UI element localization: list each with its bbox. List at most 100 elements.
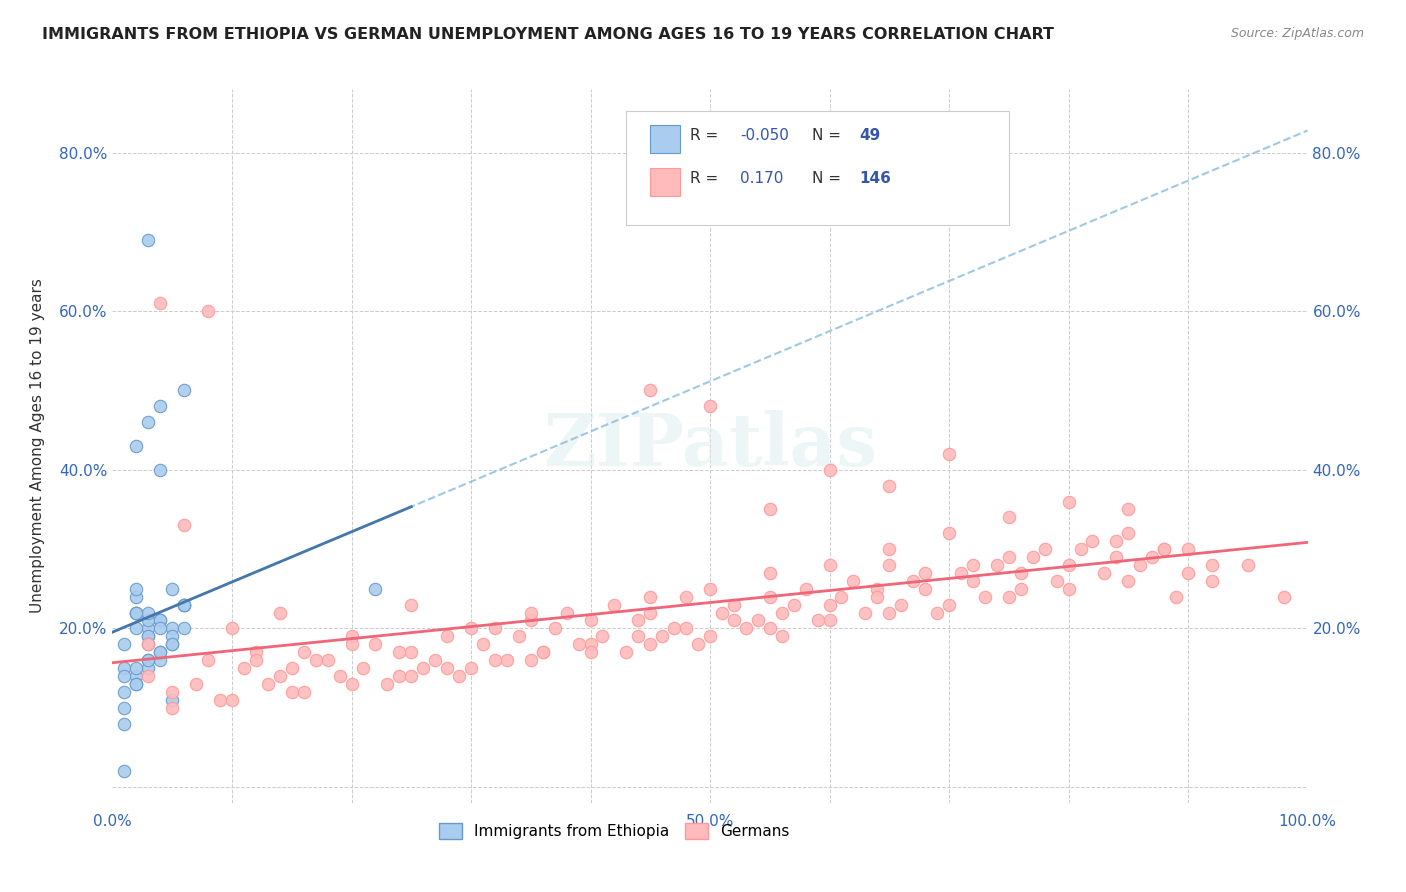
Point (640, 606, 662, 620)
Point (842, 574, 865, 588)
Point (759, 590, 782, 604)
Point (149, 463, 172, 477)
Point (1057, 494, 1080, 508)
Point (377, 677, 399, 691)
Point (125, 606, 148, 620)
Point (221, 621, 243, 635)
Point (627, 614, 650, 628)
Point (484, 621, 506, 635)
Point (173, 621, 195, 635)
Point (1201, 574, 1223, 588)
Point (138, 629, 160, 643)
Point (1201, 558, 1223, 572)
Point (1057, 582, 1080, 596)
Point (699, 629, 721, 643)
Point (114, 685, 135, 699)
Point (520, 653, 543, 667)
Point (818, 463, 841, 477)
Point (568, 637, 591, 651)
Point (149, 653, 172, 667)
Point (401, 645, 423, 659)
Point (723, 598, 745, 612)
Point (138, 415, 160, 429)
Text: ZIPatlas: ZIPatlas (543, 410, 877, 482)
Text: 0.170: 0.170 (740, 171, 783, 186)
Point (162, 629, 183, 643)
Point (879, 558, 901, 572)
Point (531, 645, 554, 659)
Point (173, 598, 195, 612)
Point (747, 614, 769, 628)
Point (125, 439, 148, 453)
Point (292, 645, 315, 659)
Text: 49: 49 (859, 128, 880, 143)
Point (531, 645, 554, 659)
Text: N =: N = (811, 128, 845, 143)
Point (149, 621, 172, 635)
Point (903, 574, 925, 588)
Point (831, 590, 853, 604)
Point (162, 685, 183, 699)
Point (640, 590, 662, 604)
Point (1237, 558, 1260, 572)
Text: 146: 146 (859, 171, 891, 186)
Point (209, 692, 232, 706)
Point (890, 598, 912, 612)
Point (1272, 590, 1295, 604)
Text: N =: N = (811, 171, 845, 186)
Point (425, 653, 447, 667)
Point (1177, 566, 1199, 580)
Point (664, 621, 686, 635)
Point (412, 661, 434, 675)
Point (1057, 558, 1080, 572)
Point (125, 669, 148, 683)
Point (125, 621, 148, 635)
Point (986, 558, 1008, 572)
Point (388, 669, 411, 683)
Point (688, 637, 710, 651)
Point (938, 526, 960, 541)
Point (138, 629, 160, 643)
Point (138, 614, 160, 628)
Point (555, 606, 578, 620)
Point (292, 685, 315, 699)
Point (149, 614, 172, 628)
Point (281, 685, 304, 699)
Point (520, 614, 543, 628)
FancyBboxPatch shape (651, 125, 681, 153)
Point (1153, 542, 1175, 557)
Point (818, 614, 841, 628)
Point (782, 598, 804, 612)
Point (173, 384, 195, 398)
Point (281, 661, 304, 675)
Point (1118, 526, 1140, 541)
Text: R =: R = (690, 128, 723, 143)
Point (149, 645, 172, 659)
Point (138, 669, 160, 683)
Point (592, 629, 614, 643)
Point (818, 558, 841, 572)
Point (1094, 566, 1116, 580)
Point (1070, 542, 1092, 557)
Point (1118, 574, 1140, 588)
Point (484, 653, 506, 667)
Point (305, 653, 328, 667)
Text: IMMIGRANTS FROM ETHIOPIA VS GERMAN UNEMPLOYMENT AMONG AGES 16 TO 19 YEARS CORREL: IMMIGRANTS FROM ETHIOPIA VS GERMAN UNEMP… (42, 27, 1054, 42)
Point (316, 653, 339, 667)
Point (759, 566, 782, 580)
Point (162, 637, 183, 651)
Point (950, 566, 973, 580)
Point (401, 598, 423, 612)
Point (759, 502, 782, 516)
Point (675, 590, 697, 604)
Point (125, 590, 148, 604)
Point (1166, 590, 1188, 604)
Point (138, 637, 160, 651)
Point (770, 606, 793, 620)
Point (173, 598, 195, 612)
Point (329, 669, 352, 683)
Point (269, 606, 291, 620)
FancyBboxPatch shape (627, 111, 1010, 225)
Point (269, 669, 291, 683)
Point (138, 653, 160, 667)
